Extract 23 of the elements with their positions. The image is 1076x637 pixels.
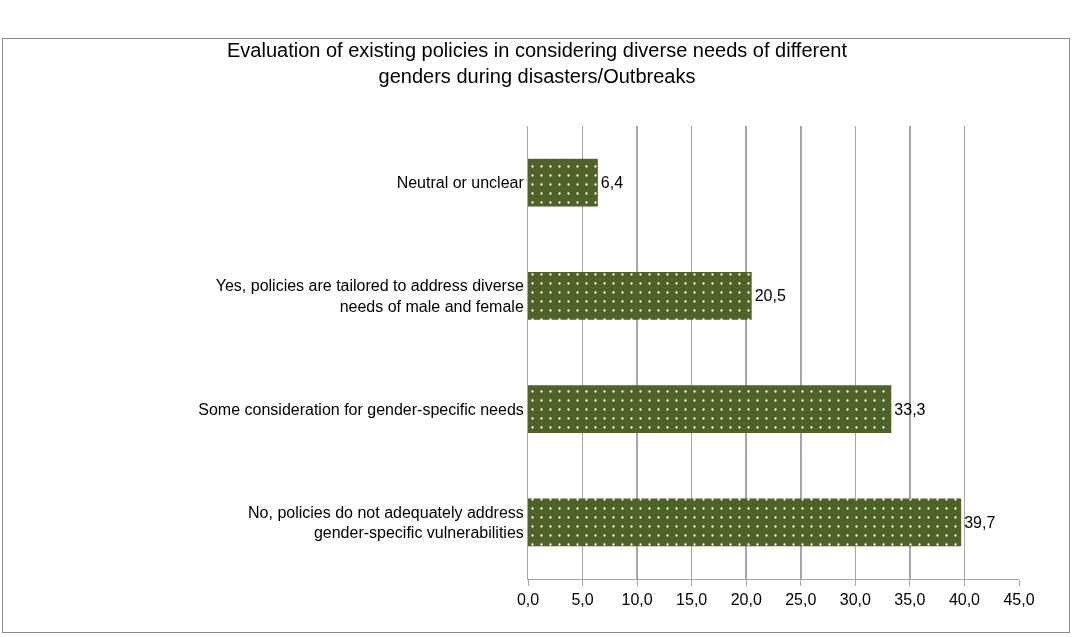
chart-title: Evaluation of existing policies in considering diverse needs of different genders during disasters/Outbreaks (227, 38, 848, 87)
x-tick-label: 40,0 (948, 591, 981, 609)
y-tick-label: Neutral or unclear (396, 174, 525, 192)
y-tick-label: Some consideration for gender-specific needs (198, 400, 524, 418)
bar (528, 498, 962, 547)
y-tick-label: Yes, policies are tailored to address diverse needs of male and female (215, 277, 524, 315)
data-label: 6,4 (600, 174, 624, 192)
y-tick-label: No, policies do not adequately address gender-specific vulnerabilities (248, 503, 524, 542)
bar (528, 158, 598, 207)
bar (528, 385, 892, 433)
x-tick-label: 15,0 (676, 591, 708, 609)
data-label: 20,5 (754, 287, 786, 305)
x-tick-label: 30,0 (839, 591, 871, 609)
x-tick-label: 10,0 (621, 591, 653, 609)
x-tick-label: 25,0 (785, 591, 817, 609)
x-tick-label: 0,0 (516, 591, 540, 609)
data-label: 33,3 (894, 400, 926, 418)
bar (528, 272, 752, 320)
x-tick-label: 20,0 (730, 591, 762, 609)
x-tick-label: 35,0 (894, 591, 926, 609)
x-tick-label: 45,0 (1003, 591, 1035, 609)
data-label: 39,7 (964, 513, 996, 531)
x-tick-label: 5,0 (571, 591, 594, 609)
